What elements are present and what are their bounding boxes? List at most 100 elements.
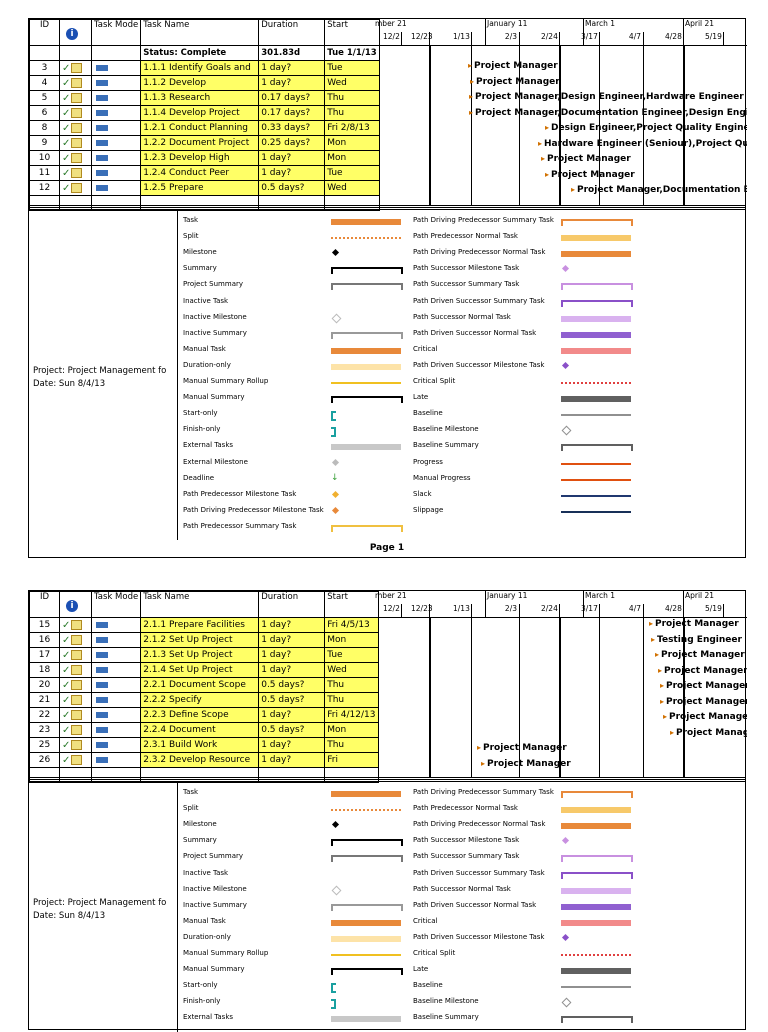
task-name[interactable]: 2.1.1 Prepare Facilities xyxy=(140,617,260,633)
task-name[interactable]: 2.1.4 Set Up Project xyxy=(140,662,260,678)
task-duration[interactable]: 0.5 days? xyxy=(258,180,326,196)
task-duration[interactable]: 0.17 days? xyxy=(258,105,326,121)
task-start[interactable]: Thu xyxy=(324,737,379,753)
task-start[interactable]: Wed xyxy=(324,662,379,678)
table-row[interactable]: 11 ✓ 1.2.4 Conduct Peer 1 day? Tue xyxy=(29,165,380,181)
task-name[interactable]: 1.1.1 Identify Goals and xyxy=(140,60,260,76)
task-start[interactable]: Fri xyxy=(324,752,379,768)
task-start[interactable]: Fri 4/5/13 xyxy=(324,617,379,633)
task-start[interactable]: Thu xyxy=(324,90,380,106)
task-start[interactable]: Fri 2/8/13 xyxy=(324,120,380,136)
table-row[interactable]: 23 ✓ 2.2.4 Document 0.5 days? Mon xyxy=(29,722,379,738)
task-duration[interactable]: 1 day? xyxy=(258,647,326,663)
table-row[interactable]: 10 ✓ 1.2.3 Develop High 1 day? Mon xyxy=(29,150,380,166)
task-name[interactable]: 1.2.2 Document Project xyxy=(140,135,260,151)
task-name[interactable]: 1.2.4 Conduct Peer xyxy=(140,165,260,181)
table-row[interactable]: 15 ✓ 2.1.1 Prepare Facilities 1 day? Fri 4/5… xyxy=(29,617,379,633)
task-name[interactable]: 2.3.1 Build Work xyxy=(140,737,260,753)
task-start[interactable]: Mon xyxy=(324,632,379,648)
table-row[interactable]: 16 ✓ 2.1.2 Set Up Project 1 day? Mon xyxy=(29,632,379,648)
table-row[interactable]: 8 ✓ 1.2.1 Conduct Planning 0.33 days? Fri 2/… xyxy=(29,120,380,136)
table-row[interactable]: 21 ✓ 2.2.2 Specify 0.5 days? Thu xyxy=(29,692,379,708)
task-name-header[interactable]: Task Name xyxy=(140,19,260,46)
task-start[interactable]: Thu xyxy=(324,692,379,708)
task-duration[interactable]: 1 day? xyxy=(258,60,326,76)
task-start[interactable]: Thu xyxy=(324,105,380,121)
task-start[interactable]: Mon xyxy=(324,135,380,151)
table-row[interactable]: 18 ✓ 2.1.4 Set Up Project 1 day? Wed xyxy=(29,662,379,678)
task-name[interactable]: 2.1.3 Set Up Project xyxy=(140,647,260,663)
timescale-divider xyxy=(373,617,747,618)
complete-check-icon: ✓ xyxy=(62,167,71,179)
legend-label: Inactive Summary xyxy=(183,328,247,337)
task-name[interactable]: 2.1.2 Set Up Project xyxy=(140,632,260,648)
duration-header[interactable]: Duration xyxy=(258,591,326,618)
task-name-header[interactable]: Task Name xyxy=(140,591,260,618)
duration-header[interactable]: Duration xyxy=(258,19,326,46)
task-start[interactable]: Mon xyxy=(324,722,379,738)
task-duration[interactable]: 1 day? xyxy=(258,75,326,91)
task-name[interactable]: 2.2.2 Specify xyxy=(140,692,260,708)
table-row[interactable]: 6 ✓ 1.1.4 Develop Project 0.17 days? Thu xyxy=(29,105,380,121)
start-header[interactable]: Start xyxy=(324,591,379,618)
timescale-minor-label: 4/28 xyxy=(665,32,682,41)
task-mode-header[interactable]: Task Mode xyxy=(90,591,142,618)
legend-swatch xyxy=(331,821,340,829)
legend-label: Path Driven Successor Normal Task xyxy=(413,328,537,337)
indicators-header[interactable]: i xyxy=(59,591,92,618)
task-name[interactable]: 2.2.1 Document Scope xyxy=(140,677,260,693)
task-duration[interactable]: 1 day? xyxy=(258,707,326,723)
task-start[interactable]: Mon xyxy=(324,150,380,166)
table-row[interactable]: 5 ✓ 1.1.3 Research 0.17 days? Thu xyxy=(29,90,380,106)
timescale-minor-label: 12/23 xyxy=(411,604,433,613)
table-row[interactable]: 22 ✓ 2.2.3 Define Scope 1 day? Fri 4/12/13 xyxy=(29,707,379,723)
task-duration[interactable]: 1 day? xyxy=(258,632,326,648)
task-duration[interactable]: 1 day? xyxy=(258,165,326,181)
table-row[interactable]: 25 ✓ 2.3.1 Build Work 1 day? Thu xyxy=(29,737,379,753)
task-duration[interactable]: 0.25 days? xyxy=(258,135,326,151)
table-row[interactable]: 26 ✓ 2.3.2 Develop Resource 1 day? Fri xyxy=(29,752,379,768)
task-duration[interactable]: 0.17 days? xyxy=(258,90,326,106)
id-header[interactable]: ID xyxy=(29,591,60,618)
complete-check-icon: ✓ xyxy=(62,694,71,706)
task-name[interactable]: 1.1.3 Research xyxy=(140,90,260,106)
task-name[interactable]: 1.1.4 Develop Project xyxy=(140,105,260,121)
task-duration[interactable]: 0.5 days? xyxy=(258,722,326,738)
task-name[interactable]: 1.2.1 Conduct Planning xyxy=(140,120,260,136)
table-row[interactable]: 20 ✓ 2.2.1 Document Scope 0.5 days? Thu xyxy=(29,677,379,693)
indicators-header[interactable]: i xyxy=(59,19,92,46)
task-start[interactable]: Tue xyxy=(324,647,379,663)
start-header[interactable]: Start xyxy=(324,19,380,46)
task-duration[interactable]: 0.5 days? xyxy=(258,692,326,708)
task-start[interactable]: Thu xyxy=(324,677,379,693)
status-row[interactable]: Status: Complete 301.83d Tue 1/1/13 xyxy=(29,45,380,61)
task-name[interactable]: 1.2.5 Prepare xyxy=(140,180,260,196)
legend-swatch xyxy=(331,506,340,514)
id-header[interactable]: ID xyxy=(29,19,60,46)
task-duration[interactable]: 1 day? xyxy=(258,737,326,753)
task-duration[interactable]: 1 day? xyxy=(258,662,326,678)
task-name[interactable]: 2.3.2 Develop Resource xyxy=(140,752,260,768)
table-row[interactable]: 12 ✓ 1.2.5 Prepare 0.5 days? Wed xyxy=(29,180,380,196)
legend-swatch xyxy=(561,1016,633,1024)
task-name[interactable]: 2.2.4 Document xyxy=(140,722,260,738)
task-duration[interactable]: 0.5 days? xyxy=(258,677,326,693)
task-name[interactable]: 2.2.3 Define Scope xyxy=(140,707,260,723)
task-start[interactable]: Fri 4/12/13 xyxy=(324,707,379,723)
task-duration[interactable]: 1 day? xyxy=(258,752,326,768)
task-start[interactable]: Tue xyxy=(324,60,380,76)
table-row[interactable]: 3 ✓ 1.1.1 Identify Goals and 1 day? Tue xyxy=(29,60,380,76)
project-date: Date: Sun 8/4/13 xyxy=(33,911,106,921)
table-row[interactable]: 4 ✓ 1.1.2 Develop 1 day? Wed xyxy=(29,75,380,91)
table-row[interactable]: 9 ✓ 1.2.2 Document Project 0.25 days? Mon xyxy=(29,135,380,151)
task-name[interactable]: 1.2.3 Develop High xyxy=(140,150,260,166)
task-start[interactable]: Wed xyxy=(324,75,380,91)
task-duration[interactable]: 0.33 days? xyxy=(258,120,326,136)
task-start[interactable]: Wed xyxy=(324,180,380,196)
task-mode-header[interactable]: Task Mode xyxy=(90,19,142,46)
task-start[interactable]: Tue xyxy=(324,165,380,181)
table-row[interactable]: 17 ✓ 2.1.3 Set Up Project 1 day? Tue xyxy=(29,647,379,663)
task-duration[interactable]: 1 day? xyxy=(258,150,326,166)
task-name[interactable]: 1.1.2 Develop xyxy=(140,75,260,91)
task-duration[interactable]: 1 day? xyxy=(258,617,326,633)
